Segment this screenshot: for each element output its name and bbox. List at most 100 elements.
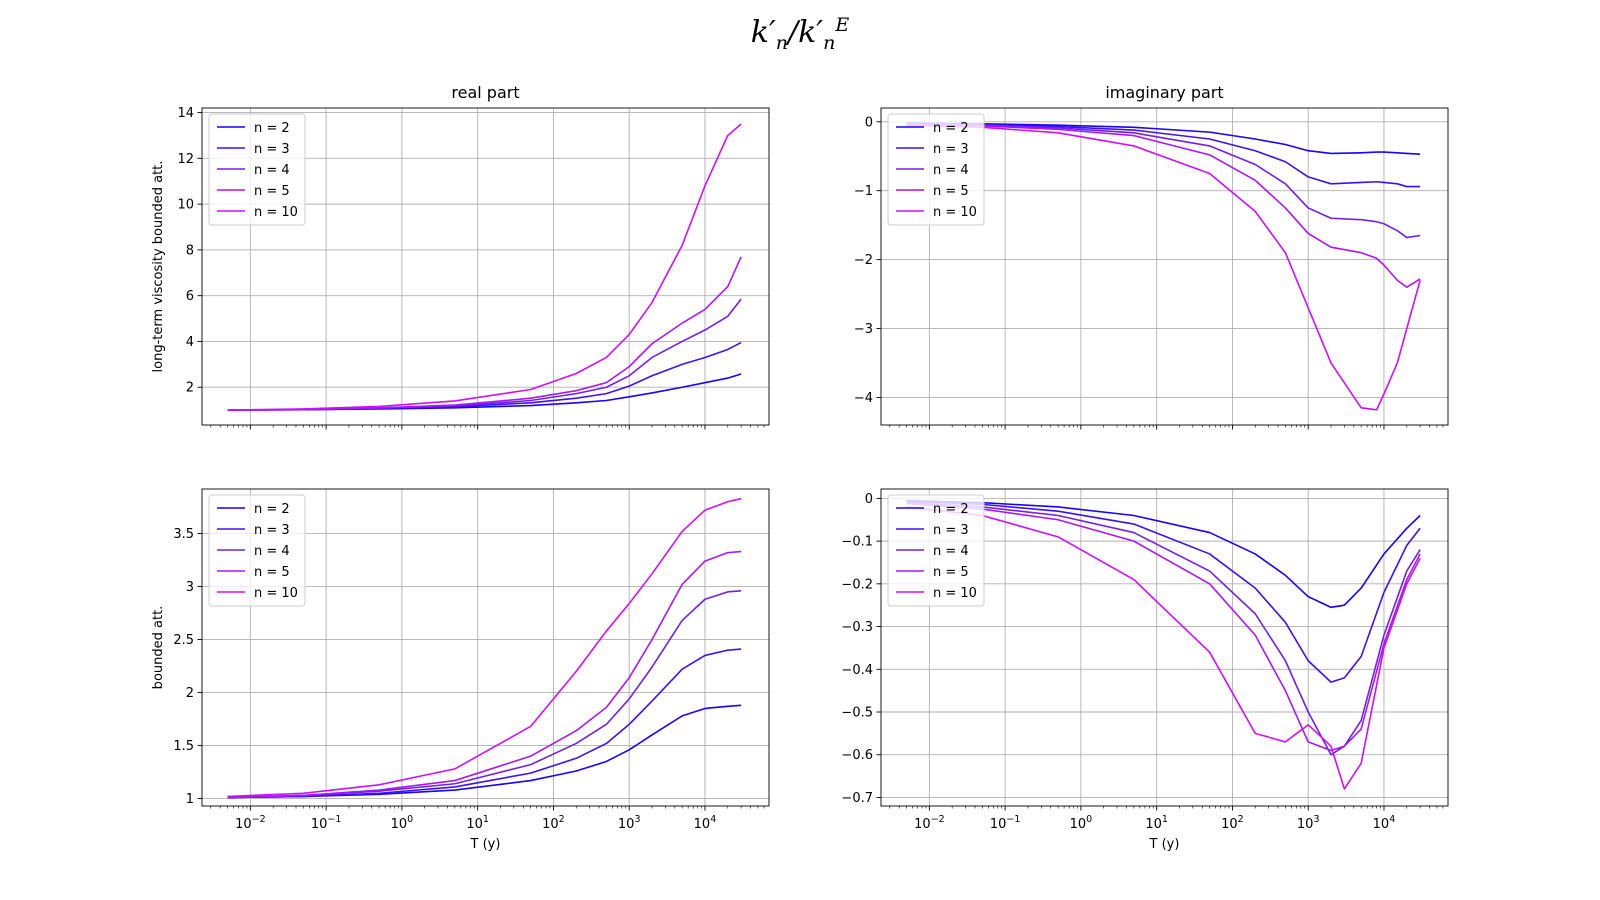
series-line-real-top-1 xyxy=(227,341,742,411)
x-axis-label: T (y) xyxy=(1149,837,1180,852)
legend-label: n = 5 xyxy=(254,184,290,199)
legend-label: n = 5 xyxy=(933,565,969,580)
series-line-imag-top-2 xyxy=(906,123,1421,239)
y-tick-label: 1.5 xyxy=(173,739,194,754)
series-line-real-bottom-3 xyxy=(227,550,742,799)
y-tick-label: 3 xyxy=(186,580,194,595)
series-line-imag-bottom-1 xyxy=(906,500,1421,683)
y-tick-label: 6 xyxy=(186,289,194,304)
legend: n = 2 n = 3 n = 4 n = 5 n = 10 xyxy=(208,113,306,226)
legend-label: n = 10 xyxy=(254,586,298,601)
legend-label: n = 3 xyxy=(933,523,969,538)
x-tick-label: 10−1 xyxy=(990,814,1021,832)
legend: n = 2 n = 3 n = 4 n = 5 n = 10 xyxy=(887,494,985,607)
axes-frame xyxy=(201,488,770,807)
series-line-real-bottom-1 xyxy=(227,648,742,799)
x-tick-label: 101 xyxy=(1145,814,1168,832)
axes-frame xyxy=(201,107,770,426)
series-line-imag-top-1 xyxy=(906,123,1421,188)
y-tick-label: −0.2 xyxy=(841,577,873,592)
legend-label: n = 10 xyxy=(933,205,977,220)
series-line-real-top-4 xyxy=(227,123,742,411)
series-line-real-bottom-0 xyxy=(227,704,742,799)
series-line-imag-bottom-3 xyxy=(906,502,1421,752)
legend-label: n = 2 xyxy=(254,502,290,517)
axes-title: real part xyxy=(451,83,519,102)
legend-label: n = 4 xyxy=(254,163,290,178)
y-axis-label: long-term viscosity bounded att. xyxy=(151,161,166,373)
y-tick-label: 8 xyxy=(186,243,194,258)
axes-frame xyxy=(880,107,1449,426)
x-tick-label: 101 xyxy=(466,814,489,832)
legend-label: n = 3 xyxy=(254,142,290,157)
x-axis-label: T (y) xyxy=(470,837,501,852)
series-line-real-bottom-2 xyxy=(227,589,742,799)
x-tick-label: 10−2 xyxy=(914,814,945,832)
y-tick-label: −0.6 xyxy=(841,748,873,763)
x-tick-label: 104 xyxy=(1373,814,1396,832)
axes-frame xyxy=(880,488,1449,807)
x-tick-label: 103 xyxy=(1297,814,1320,832)
y-tick-label: 1 xyxy=(186,792,194,807)
y-tick-label: −0.5 xyxy=(841,706,873,721)
y-tick-label: 2 xyxy=(186,381,194,396)
series-line-imag-top-0 xyxy=(906,122,1421,155)
legend-label: n = 5 xyxy=(933,184,969,199)
y-tick-label: 4 xyxy=(186,335,194,350)
y-tick-label: 2.5 xyxy=(173,633,194,648)
y-tick-label: 0 xyxy=(865,115,873,130)
series-line-imag-bottom-4 xyxy=(906,506,1421,790)
legend-box xyxy=(887,494,985,607)
y-tick-label: −0.3 xyxy=(841,620,873,635)
legend-label: n = 3 xyxy=(933,142,969,157)
legend-label: n = 5 xyxy=(254,565,290,580)
y-axis-label: bounded att. xyxy=(151,606,166,690)
legend-label: n = 4 xyxy=(933,163,969,178)
y-tick-label: −1 xyxy=(854,184,873,199)
legend-label: n = 4 xyxy=(933,544,969,559)
y-tick-label: 2 xyxy=(186,686,194,701)
x-tick-label: 100 xyxy=(1070,814,1093,832)
legend-label: n = 10 xyxy=(933,586,977,601)
chart-real-top: 2 4 6 8 10 12 14 real part long-term viscosity b… xyxy=(151,83,770,430)
series-line-imag-bottom-2 xyxy=(906,501,1421,756)
y-tick-label: −0.4 xyxy=(841,663,873,678)
legend-label: n = 2 xyxy=(933,502,969,517)
legend-label: n = 2 xyxy=(933,121,969,136)
x-tick-label: 102 xyxy=(542,814,565,832)
x-tick-label: 102 xyxy=(1221,814,1244,832)
y-tick-label: −0.1 xyxy=(841,535,873,550)
x-tick-label: 104 xyxy=(694,814,717,832)
figure-suptitle: k′n/k′nE xyxy=(750,14,850,54)
y-tick-label: 14 xyxy=(177,106,194,121)
y-tick-label: −2 xyxy=(854,253,873,268)
y-tick-label: 12 xyxy=(177,152,194,167)
y-tick-label: −0.7 xyxy=(841,791,873,806)
series-line-imag-top-3 xyxy=(906,123,1421,288)
series-line-imag-bottom-0 xyxy=(906,499,1421,609)
y-tick-label: 10 xyxy=(177,198,194,213)
y-tick-label: −4 xyxy=(854,391,873,406)
chart-imag-bottom: 10−2 10−1 100 101 102 103 104 −0.7 −0.6 −0.5 −0.4 −… xyxy=(841,488,1449,852)
x-tick-label: 103 xyxy=(618,814,641,832)
legend-box xyxy=(887,113,985,226)
legend: n = 2 n = 3 n = 4 n = 5 n = 10 xyxy=(208,494,306,607)
y-tick-label: 3.5 xyxy=(173,527,194,542)
series-line-imag-top-4 xyxy=(906,124,1421,411)
y-tick-label: 0 xyxy=(865,492,873,507)
chart-real-bottom: 10−2 10−1 100 101 102 103 104 1 1.5 2 2.5 3 3.5 T (y)… xyxy=(151,488,770,852)
series-line-real-bottom-4 xyxy=(227,497,742,798)
x-tick-label: 100 xyxy=(391,814,414,832)
legend-label: n = 4 xyxy=(254,544,290,559)
axes-title: imaginary part xyxy=(1105,83,1223,102)
legend-label: n = 3 xyxy=(254,523,290,538)
series-line-real-top-3 xyxy=(227,256,742,411)
x-tick-label: 10−2 xyxy=(235,814,266,832)
legend-box xyxy=(208,494,306,607)
legend-box xyxy=(208,113,306,226)
legend-label: n = 2 xyxy=(254,121,290,136)
chart-imag-top: −4 −3 −2 −1 0 imaginary part n = 2 n = 3 n = 4 n … xyxy=(854,83,1449,430)
y-tick-label: −3 xyxy=(854,322,873,337)
x-tick-label: 10−1 xyxy=(311,814,342,832)
